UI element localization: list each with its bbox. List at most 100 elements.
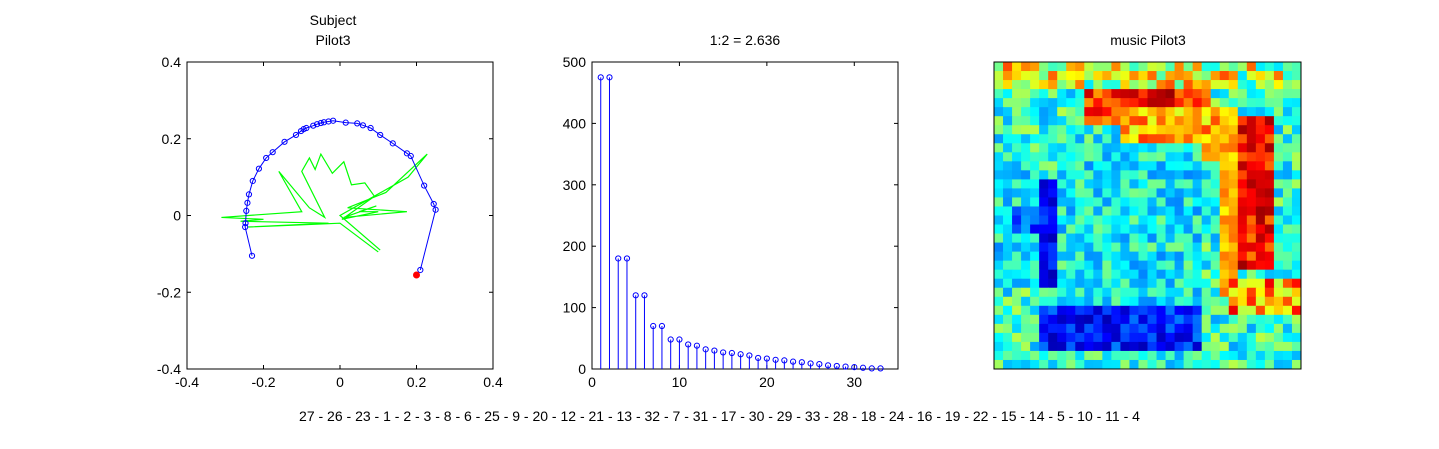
heatmap-cell — [994, 71, 1004, 81]
blue-path-line — [244, 120, 437, 271]
left-x-tick-label: -0.2 — [251, 374, 275, 390]
heatmap-cell — [1111, 71, 1121, 81]
heatmap-cell — [1165, 71, 1176, 81]
heatmap-cell — [1282, 251, 1293, 262]
heatmap-cell — [1192, 359, 1203, 370]
heatmap-cell — [994, 323, 1004, 334]
heatmap-cell — [1003, 287, 1013, 298]
stem-marker — [807, 360, 814, 367]
heatmap-cell — [1183, 242, 1194, 253]
heatmap-cell — [1273, 80, 1284, 90]
heatmap-cell — [1282, 332, 1293, 343]
heatmap-cell — [1003, 233, 1013, 244]
heatmap-cell — [1237, 287, 1248, 298]
heatmap-cell — [1102, 161, 1112, 171]
heatmap-cell — [1201, 269, 1212, 280]
blue-point-marker — [421, 182, 428, 189]
heatmap-cell — [1102, 278, 1112, 289]
heatmap-cell — [1183, 188, 1194, 198]
heatmap-cell — [1282, 134, 1293, 144]
heatmap-cell — [1183, 251, 1194, 262]
heatmap-cell — [1048, 89, 1058, 99]
heatmap-cell — [1111, 350, 1121, 361]
heatmap-cell — [1174, 107, 1185, 117]
heatmap-cell — [1219, 62, 1230, 72]
heatmap-cell — [1066, 143, 1076, 153]
heatmap-cell — [1255, 332, 1266, 343]
heatmap-cell — [1012, 143, 1022, 153]
heatmap-cell — [1003, 323, 1013, 334]
heatmap-cell — [1291, 287, 1302, 298]
heatmap-cell — [1057, 98, 1067, 108]
heatmap-cell — [1282, 350, 1293, 361]
heatmap-cell — [1219, 278, 1230, 289]
middle-y-tick-label: 400 — [563, 115, 587, 131]
heatmap-cell — [1111, 224, 1121, 235]
blue-point-marker — [432, 206, 439, 213]
heatmap-cell — [1282, 314, 1293, 325]
heatmap-cell — [1129, 206, 1139, 216]
heatmap-cell — [1075, 341, 1085, 352]
heatmap-cell — [1219, 233, 1230, 244]
heatmap-cell — [1264, 314, 1275, 325]
heatmap-cell — [1273, 215, 1284, 226]
heatmap-cell — [1282, 206, 1293, 216]
heatmap-cell — [1255, 350, 1266, 361]
heatmap-cell — [1012, 305, 1022, 316]
heatmap-cell — [1282, 80, 1293, 90]
heatmap-cell — [1003, 80, 1013, 90]
heatmap-cell — [1075, 332, 1085, 343]
heatmap-cell — [1192, 89, 1203, 99]
heatmap-cell — [1165, 332, 1176, 343]
heatmap-cell — [1246, 98, 1257, 108]
heatmap-cell — [1147, 143, 1158, 153]
heatmap-cell — [1093, 152, 1103, 162]
heatmap-cell — [1030, 251, 1040, 262]
heatmap-cell — [1201, 80, 1212, 90]
heatmap-cell — [1291, 107, 1302, 117]
left-y-tick-label: 0.2 — [162, 131, 182, 147]
heatmap-cell — [1120, 287, 1130, 298]
heatmap-cell — [1057, 305, 1067, 316]
blue-point-marker — [245, 191, 253, 198]
heatmap-cell — [1192, 314, 1203, 325]
stem-marker — [606, 74, 613, 81]
right-plot-title: music Pilot3 — [1110, 32, 1186, 48]
heatmap-cell — [1291, 134, 1302, 144]
heatmap-cell — [1066, 350, 1076, 361]
blue-point-marker — [248, 252, 256, 259]
heatmap-cell — [1030, 296, 1040, 307]
heatmap-cell — [1246, 107, 1257, 117]
heatmap-cell — [1057, 314, 1067, 325]
heatmap-cell — [1264, 215, 1275, 226]
heatmap-cell — [1183, 89, 1194, 99]
heatmap-cell — [1219, 251, 1230, 262]
heatmap-cell — [1264, 134, 1275, 144]
heatmap-cell — [1264, 269, 1275, 280]
heatmap-cell — [1201, 116, 1212, 126]
heatmap-cell — [1192, 242, 1203, 253]
heatmap-cell — [1066, 161, 1076, 171]
heatmap-cell — [1183, 341, 1194, 352]
heatmap-cell — [1048, 179, 1058, 189]
heatmap-cell — [1156, 80, 1167, 90]
heatmap-cell — [1156, 107, 1167, 117]
heatmap-cell — [1012, 71, 1022, 81]
blue-point-marker — [330, 117, 337, 124]
heatmap-cell — [1246, 80, 1257, 90]
heatmap-cell — [1003, 206, 1013, 216]
heatmap-cell — [1093, 350, 1103, 361]
heatmap-cell — [1021, 98, 1031, 108]
heatmap-cell — [1210, 134, 1221, 144]
heatmap-cell — [1039, 71, 1049, 81]
heatmap-cell — [1057, 161, 1067, 171]
heatmap-cell — [1174, 134, 1185, 144]
heatmap-cell — [994, 197, 1004, 207]
heatmap-cell — [1237, 188, 1248, 198]
heatmap-cell — [1030, 197, 1040, 207]
heatmap-cell — [1237, 152, 1248, 162]
blue-point-marker — [377, 131, 384, 139]
heatmap-cell — [1129, 233, 1139, 244]
heatmap-cell — [1255, 98, 1266, 108]
heatmap-cell — [1039, 125, 1049, 135]
